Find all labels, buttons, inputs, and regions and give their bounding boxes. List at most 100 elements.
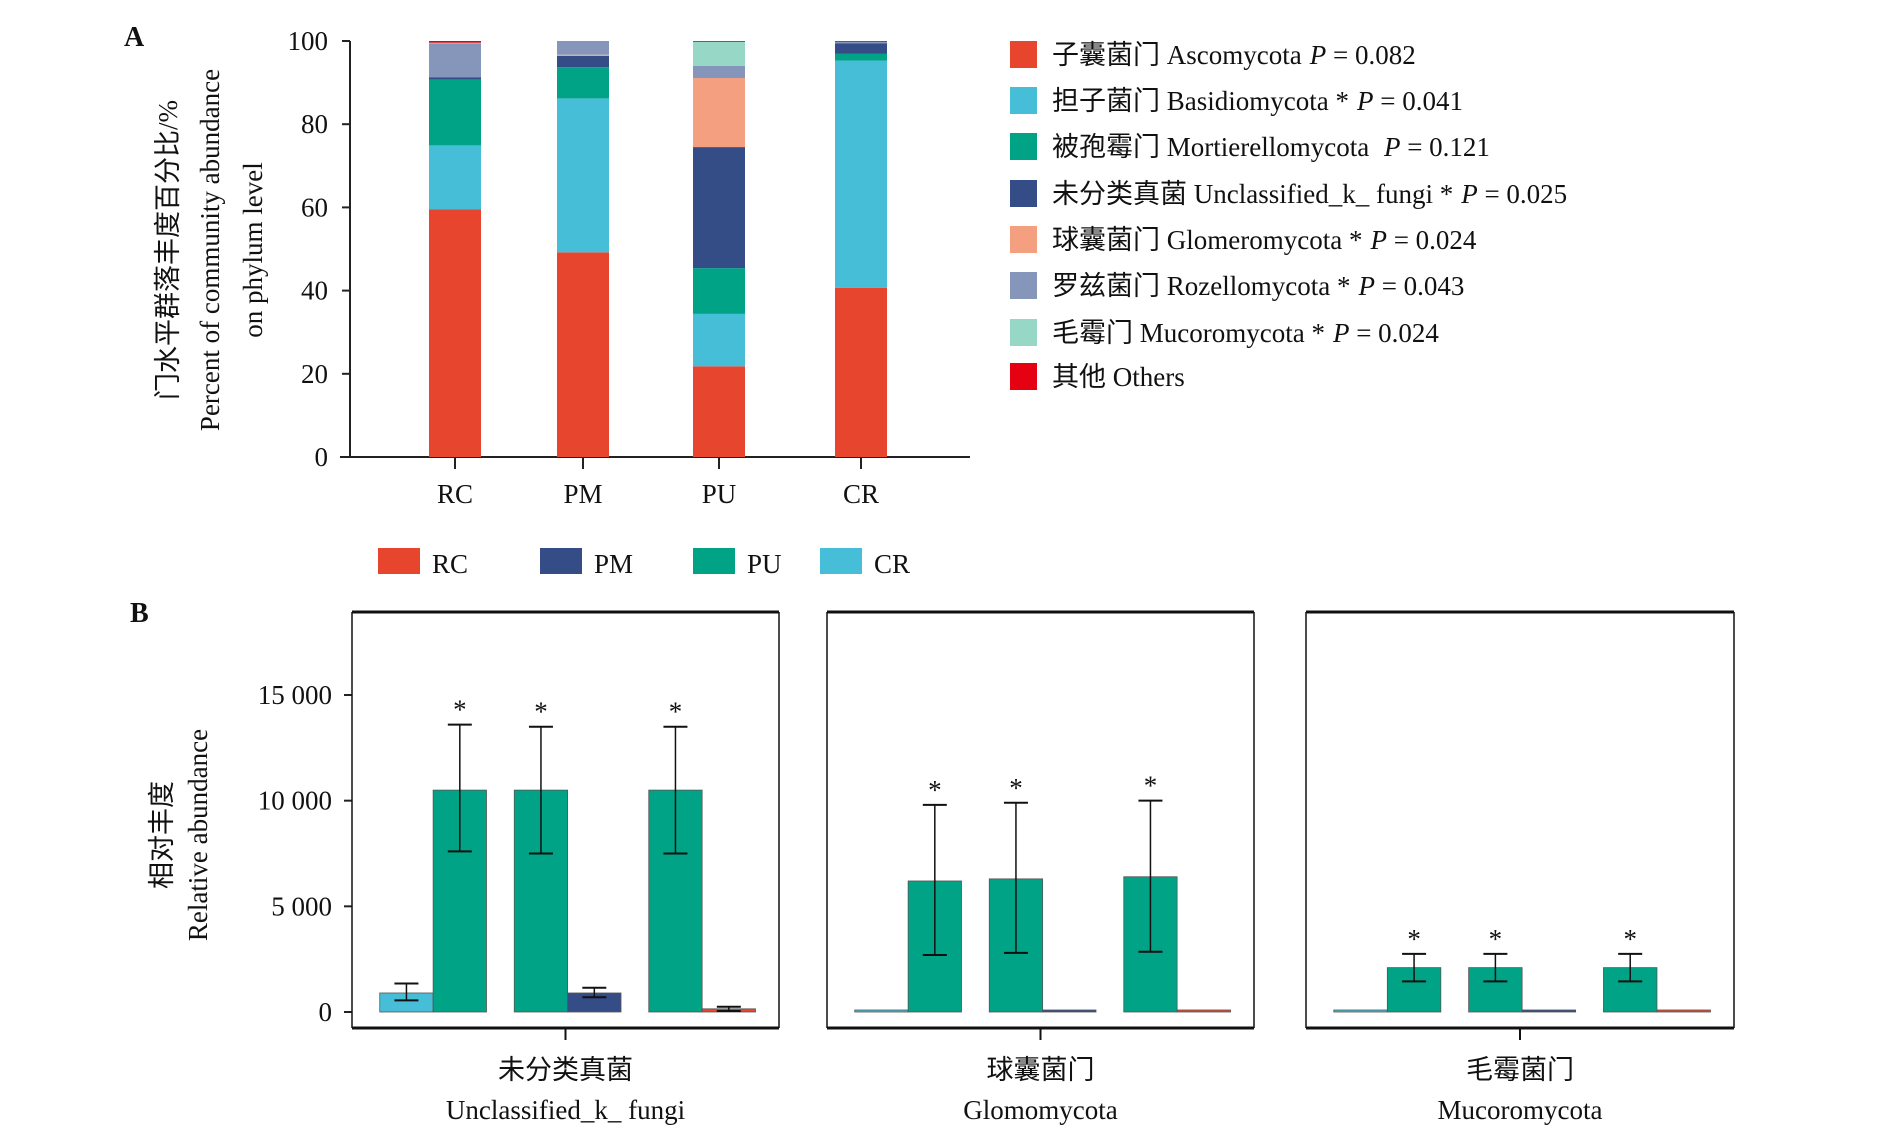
legend-swatch-b: [693, 548, 735, 574]
bar-rc: [1176, 1009, 1231, 1013]
legend-swatch-b: [378, 548, 420, 574]
y-tick-label-b: 0: [319, 997, 333, 1027]
legend-swatch: [1010, 87, 1037, 114]
stacked-bar-segment: [693, 366, 745, 457]
significance-asterisk: *: [928, 775, 942, 805]
legend-label: 担子菌门 Basidiomycota * P = 0.041: [1052, 86, 1463, 116]
legend-label: 未分类真菌 Unclassified_k_ fungi * P = 0.025: [1052, 179, 1567, 209]
legend-significance: *: [1342, 225, 1362, 255]
panel-title-cn: 球囊菌门: [987, 1055, 1095, 1085]
x-tick-label-a: CR: [843, 479, 879, 509]
legend-p-value: = 0.024: [1349, 318, 1439, 348]
panel-title-cn: 毛霉菌门: [1466, 1055, 1574, 1085]
bar-rc: [1656, 1009, 1711, 1013]
legend-p-value: = 0.024: [1387, 225, 1477, 255]
legend-swatch-b: [540, 548, 582, 574]
y-tick-label-b: 10 000: [258, 786, 332, 816]
y-tick-label-a: 40: [301, 276, 328, 306]
stacked-bar-segment: [557, 41, 609, 55]
significance-asterisk: *: [1407, 924, 1421, 954]
legend-label: 其他 Others: [1052, 362, 1185, 392]
stacked-bar-segment: [693, 65, 745, 79]
legend-significance: *: [1330, 271, 1350, 301]
y-tick-label-a: 20: [301, 359, 328, 389]
legend-p-label: P: [1357, 271, 1375, 301]
legend-p-label: P: [1460, 179, 1478, 209]
stacked-bar-segment: [429, 41, 481, 43]
legend-label-b: CR: [874, 549, 910, 579]
y-axis-title-a-line: on phylum level: [238, 162, 268, 337]
x-tick-label-a: PU: [702, 479, 737, 509]
panel-title-en: Unclassified_k_ fungi: [446, 1095, 685, 1125]
legend-name: 毛霉门 Mucoromycota: [1052, 318, 1305, 348]
y-axis-title-b-line: Relative abundance: [183, 729, 213, 941]
stacked-bar-segment: [557, 55, 609, 68]
legend-label: 球囊菌门 Glomeromycota * P = 0.024: [1052, 225, 1477, 255]
legend-swatch: [1010, 363, 1037, 390]
legend-p-label: P: [1383, 132, 1401, 162]
legend-p-label: P: [1309, 40, 1327, 70]
stacked-bar-segment: [835, 41, 887, 42]
stacked-bar-segment: [835, 287, 887, 457]
legend-p-value: = 0.041: [1373, 86, 1462, 116]
legend-swatch: [1010, 226, 1037, 253]
significance-asterisk: *: [1009, 773, 1023, 803]
stacked-bar-segment: [429, 42, 481, 44]
significance-asterisk: *: [1489, 924, 1503, 954]
panel-label-a: A: [124, 22, 145, 53]
legend-name: 未分类真菌 Unclassified_k_ fungi: [1052, 179, 1433, 209]
significance-asterisk: *: [453, 695, 467, 725]
significance-asterisk: *: [1623, 924, 1637, 954]
y-axis-title-a-line: 门水平群落丰度百分比/%: [153, 100, 183, 400]
legend-p-value: = 0.025: [1478, 179, 1567, 209]
stacked-bar-segment: [835, 60, 887, 288]
y-tick-label-a: 0: [315, 442, 329, 472]
legend-name: 罗兹菌门 Rozellomycota: [1052, 271, 1330, 301]
legend-swatch: [1010, 41, 1037, 68]
stacked-bar-segment: [557, 252, 609, 457]
legend-p-value: = 0.082: [1326, 40, 1415, 70]
legend-label: 子囊菌门 Ascomycota P = 0.082: [1052, 40, 1416, 70]
panel-title-cn: 未分类真菌: [498, 1055, 633, 1085]
stacked-bar-segment: [693, 313, 745, 367]
significance-asterisk: *: [669, 697, 683, 727]
stacked-bar-segment: [429, 79, 481, 146]
legend-p-label: P: [1369, 225, 1387, 255]
bar-cr: [1333, 1009, 1388, 1013]
panel-title-en: Mucoromycota: [1438, 1095, 1603, 1125]
legend-p-value: = 0.043: [1375, 271, 1464, 301]
legend-p-value: = 0.121: [1400, 132, 1489, 162]
legend-significance: *: [1433, 179, 1453, 209]
legend-label: 毛霉门 Mucoromycota * P = 0.024: [1052, 318, 1439, 348]
legend-label-b: PU: [747, 549, 782, 579]
legend-swatch: [1010, 180, 1037, 207]
stacked-bar-segment: [429, 77, 481, 80]
x-tick-label-a: PM: [563, 479, 602, 509]
stacked-bar-segment: [693, 268, 745, 314]
legend-label-b: PM: [594, 549, 633, 579]
legend-swatch: [1010, 133, 1037, 160]
stacked-bar-segment: [429, 145, 481, 210]
stacked-bar-segment: [835, 43, 887, 54]
stacked-bar-segment: [557, 54, 609, 56]
panel-label-b: B: [130, 598, 149, 629]
legend-significance: *: [1329, 86, 1349, 116]
stacked-bar-segment: [693, 78, 745, 148]
stacked-bar-segment: [835, 41, 887, 44]
stacked-bar-segment: [429, 43, 481, 78]
y-tick-label-a: 60: [301, 192, 328, 222]
y-axis-title-a-line: Percent of community abundance: [195, 69, 225, 431]
bar-cr: [854, 1009, 909, 1013]
stacked-bar-segment: [557, 98, 609, 253]
legend-name: 其他 Others: [1052, 362, 1185, 392]
stacked-bar-segment: [693, 147, 745, 269]
bar-pm: [1521, 1009, 1577, 1013]
legend-label: 罗兹菌门 Rozellomycota * P = 0.043: [1052, 271, 1464, 301]
stacked-bar-segment: [835, 53, 887, 61]
stacked-bar-segment: [693, 41, 745, 66]
stacked-bar-segment: [557, 67, 609, 99]
legend-name: 子囊菌门 Ascomycota: [1052, 40, 1302, 70]
significance-asterisk: *: [534, 697, 548, 727]
